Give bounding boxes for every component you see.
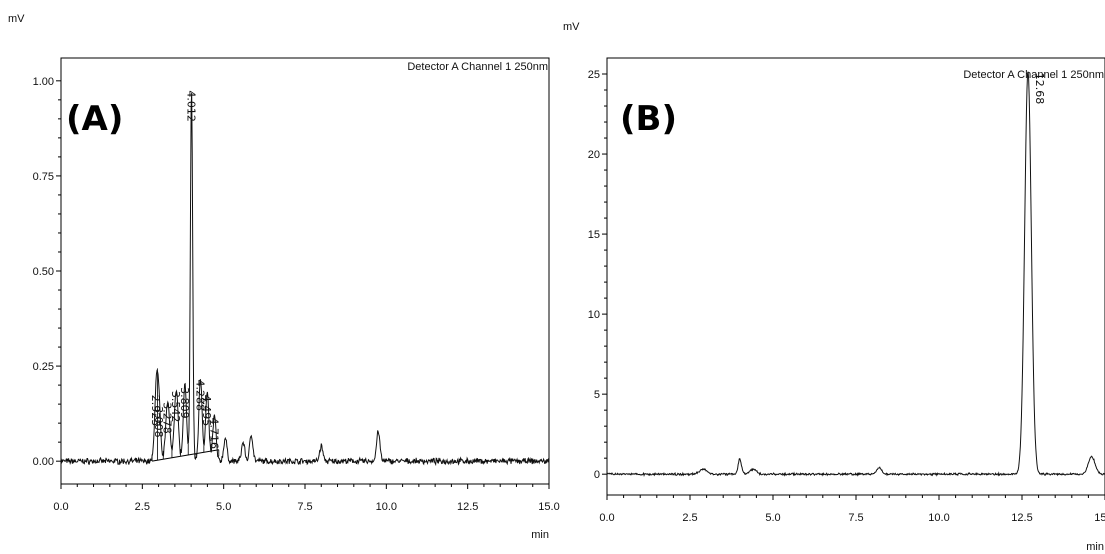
x-tick-label: 7.5 [297, 501, 312, 513]
x-tick-label: 0.0 [599, 512, 614, 524]
peak-label: 4.012 [185, 90, 198, 122]
x-tick-label: 7.5 [848, 512, 863, 524]
integration-baseline-a [152, 449, 219, 462]
x-tick-label: 0.0 [53, 501, 68, 513]
detector-label-a: Detector A Channel 1 250nm [407, 61, 548, 73]
peak-label: 4.495 [200, 395, 213, 427]
x-tick-label: 12.5 [457, 501, 478, 513]
x-tick-label: 15.0 [1094, 512, 1105, 524]
y-tick-label: 1.00 [33, 76, 54, 88]
y-tick-label: 5 [594, 389, 600, 401]
x-tick-label: 2.5 [682, 512, 697, 524]
x-tick-label: 2.5 [135, 501, 150, 513]
x-tick-label: 10.0 [928, 512, 949, 524]
y-tick-label: 0.00 [33, 456, 54, 468]
peak-label: 2.925 [149, 395, 162, 427]
x-unit-label-b: min [1086, 541, 1104, 553]
y-tick-label: 0 [594, 469, 600, 481]
y-unit-label-b: mV [563, 21, 580, 33]
y-tick-label: 15 [588, 229, 600, 241]
plot-frame-a [60, 57, 550, 485]
x-tick-label: 10.0 [376, 501, 397, 513]
y-unit-label-a: mV [8, 13, 25, 25]
peak-label: 3.278 [161, 402, 174, 434]
x-tick-label: 12.5 [1011, 512, 1032, 524]
y-axis-b: 0 5 10 15 20 25 [588, 69, 607, 481]
y-tick-label: 0.25 [33, 361, 54, 373]
y-tick-label: 25 [588, 69, 600, 81]
peak-label: 4.716 [207, 418, 220, 450]
peak-label: 3.542 [169, 391, 182, 423]
chromatogram-trace-b [606, 71, 1105, 477]
peak-label: 4.288 [194, 380, 207, 412]
plot-frame-b [606, 57, 1105, 496]
chart-panel-b: mV 0 5 10 15 20 25 0.0 2.5 5.0 7.5 10.0 12.5 15.0 1… [563, 21, 1105, 553]
chromatogram-trace-a [60, 92, 550, 467]
peak-label: 12.68 [1033, 73, 1046, 105]
y-axis-a: 0.00 0.25 0.50 0.75 1.00 [33, 76, 61, 468]
y-tick-label: 20 [588, 149, 600, 161]
detector-label-b: Detector A Channel 1 250nm [963, 69, 1104, 81]
peak-label: 3.008 [152, 406, 165, 438]
x-tick-label: 15.0 [538, 501, 559, 513]
x-unit-label-a: min [531, 529, 549, 541]
chart-panel-a: mV 0.00 0.25 0.50 0.75 1.00 0.0 2.5 5.0 7.5 10.0… [8, 13, 560, 541]
y-tick-label: 0.75 [33, 171, 54, 183]
x-axis-a: 0.0 2.5 5.0 7.5 10.0 12.5 15.0 [53, 484, 560, 513]
y-tick-label: 10 [588, 309, 600, 321]
panel-label-a: (A) [66, 99, 123, 139]
panel-label-b: (B) [620, 99, 677, 139]
peak-label: 3.809 [178, 387, 191, 419]
x-tick-label: 5.0 [765, 512, 780, 524]
peak-labels-b: 12.68 [1033, 73, 1046, 105]
y-tick-label: 0.50 [33, 266, 54, 278]
x-axis-b: 0.0 2.5 5.0 7.5 10.0 12.5 15.0 [599, 495, 1105, 524]
x-tick-label: 5.0 [216, 501, 231, 513]
